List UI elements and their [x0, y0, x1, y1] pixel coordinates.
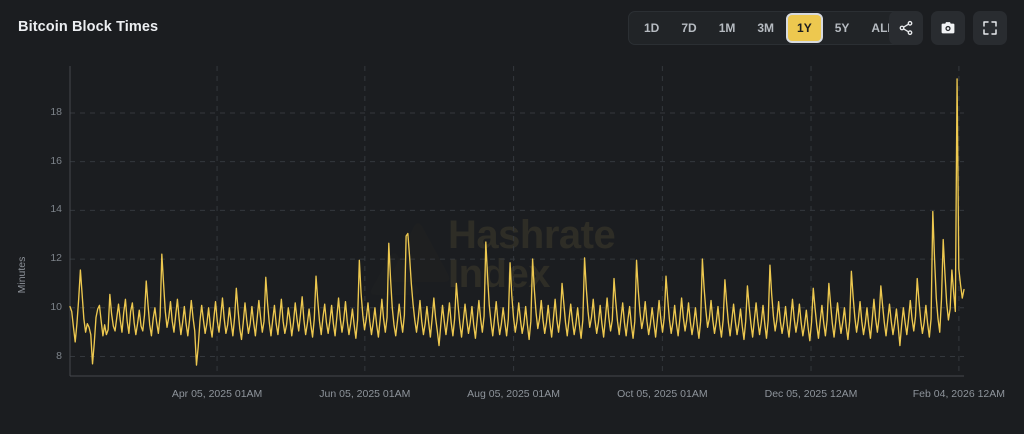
chart-plot-area: Minutes Hashrate Index 8 10 12 14 16 18 Apr 05…	[0, 56, 1024, 434]
y-tick-label: 8	[56, 349, 62, 362]
range-button-3m[interactable]: 3M	[757, 21, 775, 35]
y-tick-label: 14	[50, 203, 62, 216]
page-title: Bitcoin Block Times	[18, 19, 159, 35]
fullscreen-icon	[982, 20, 998, 36]
time-range-selector[interactable]: 1D 7D 1M 3M 1Y 5Y ALL	[628, 11, 911, 45]
series-line-bitcoin-block-times	[69, 78, 965, 366]
range-button-5y[interactable]: 5Y	[834, 21, 850, 35]
range-button-all[interactable]: ALL	[871, 21, 895, 35]
block-times-line-chart	[69, 66, 965, 377]
x-tick-label: Jun 05, 2025 01AM	[319, 388, 411, 400]
x-tick-label: Aug 05, 2025 01AM	[467, 388, 561, 400]
x-tick-label: Oct 05, 2025 01AM	[617, 388, 708, 400]
y-tick-label: 16	[50, 154, 62, 167]
snapshot-button[interactable]	[931, 11, 965, 45]
camera-icon	[940, 20, 956, 36]
x-tick-label: Feb 04, 2026 12AM	[912, 388, 1006, 400]
share-icon	[898, 20, 914, 36]
x-tick-label: Apr 05, 2025 01AM	[171, 388, 263, 400]
range-button-1y[interactable]: 1Y	[786, 13, 823, 43]
y-tick-label: 12	[50, 252, 62, 265]
range-button-7d[interactable]: 7D	[681, 21, 697, 35]
y-tick-label: 10	[50, 300, 62, 313]
range-button-1d[interactable]: 1D	[644, 21, 660, 35]
x-tick-label: Dec 05, 2025 12AM	[764, 388, 858, 400]
range-button-1m[interactable]: 1M	[718, 21, 736, 35]
y-tick-label: 18	[50, 105, 62, 118]
fullscreen-button[interactable]	[973, 11, 1007, 45]
share-button[interactable]	[889, 11, 923, 45]
chart-header: Bitcoin Block Times 1D 7D 1M 3M 1Y 5Y ALL	[0, 0, 1024, 56]
